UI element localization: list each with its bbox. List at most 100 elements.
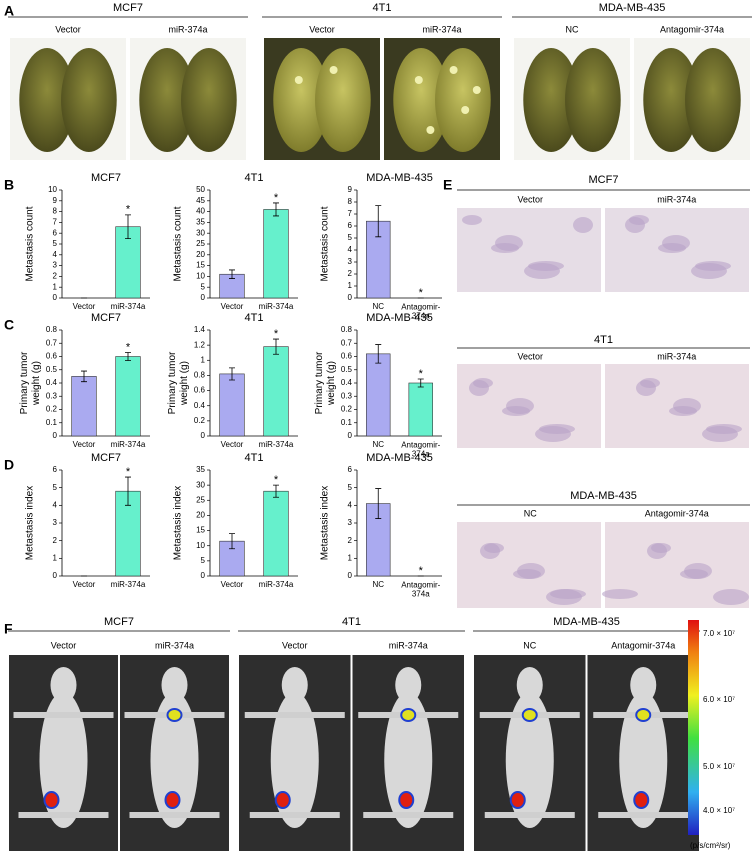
y-tick-label: 0.4 [46, 378, 58, 387]
error-bar [273, 202, 279, 217]
y-tick-label: 0 [348, 571, 353, 580]
mouse-head [161, 667, 188, 703]
y-tick-label: 35 [196, 465, 205, 474]
nodule [461, 106, 470, 114]
lung-lobe [61, 48, 117, 152]
y-tick-label: 5 [348, 483, 353, 492]
image-label: miR-374a [389, 640, 428, 650]
x-tick-label: Vector [73, 580, 96, 589]
tissue-region [658, 243, 686, 253]
bar [366, 353, 391, 437]
y-tick-label: 5 [53, 483, 58, 492]
tissue-region [535, 426, 571, 442]
lung-lobe [523, 48, 579, 152]
signal [635, 708, 652, 722]
image-label: Vector [51, 640, 77, 650]
y-tick-label: 5 [348, 233, 353, 242]
x-tick-label: Antagomir-374a [401, 303, 440, 321]
y-tick-label: 0.2 [194, 416, 206, 425]
y-tick-label: 10 [196, 272, 205, 281]
significance-star: * [274, 328, 279, 340]
y-tick-label: 5 [201, 556, 206, 565]
signal [521, 708, 538, 722]
y-tick-label: 2 [53, 272, 58, 281]
colorbar-label: 4.0 × 10⁷ [703, 806, 735, 815]
y-tick-label: 35 [196, 218, 205, 227]
nodule [329, 66, 338, 74]
y-axis-label: Primary tumorweight (g) [314, 351, 337, 414]
image-label: miR-374a [657, 194, 696, 204]
y-tick-label: 1 [348, 553, 353, 562]
y-tick-label: 2 [348, 269, 353, 278]
chart-title: 4T1 [245, 312, 264, 324]
x-tick-label: miR-374a [111, 580, 146, 589]
bar [115, 356, 141, 437]
y-tick-label: 0.7 [341, 338, 353, 347]
nodule [294, 76, 303, 84]
y-tick-label: 0.5 [341, 365, 353, 374]
mouse-body [150, 692, 199, 828]
chart-title: 4T1 [245, 452, 264, 464]
error-bar [125, 214, 131, 239]
y-tick-label: 5 [201, 282, 206, 291]
y-tick-label: 0.1 [46, 418, 58, 427]
image-label: Antagomir-374a [611, 640, 675, 650]
lung-lobe [435, 48, 491, 152]
error-bar [375, 344, 382, 364]
signal [398, 791, 415, 809]
tissue-region [625, 217, 645, 233]
group-title: MCF7 [589, 174, 619, 186]
y-tick-label: 0.2 [341, 405, 353, 414]
error-bar [375, 205, 382, 238]
colorbar-unit: (p/s/cm²/sr) [690, 841, 731, 850]
tissue-region [680, 569, 708, 579]
mouse-body [619, 692, 668, 828]
y-tick-label: 4 [53, 500, 58, 509]
signal [164, 791, 181, 809]
x-tick-label: miR-374a [259, 440, 294, 449]
y-tick-label: 4 [348, 500, 353, 509]
mouse-head [50, 667, 77, 703]
tissue-region [702, 426, 738, 442]
chart-title: MCF7 [91, 312, 121, 324]
y-axis-label: Metastasis count [25, 206, 36, 281]
image-label: Vector [517, 351, 543, 361]
y-tick-label: 0.8 [341, 325, 353, 334]
y-tick-label: 1 [53, 282, 58, 291]
mouse-body [384, 692, 433, 828]
y-tick-label: 0 [348, 293, 353, 302]
group-title: MCF7 [104, 616, 134, 628]
mouse-head [281, 667, 308, 703]
y-tick-label: 0.6 [46, 352, 58, 361]
chart-title: MDA-MB-435 [366, 452, 433, 464]
y-tick-label: 6 [53, 465, 58, 474]
y-tick-label: 8 [348, 197, 353, 206]
tissue-region [513, 569, 541, 579]
x-tick-label: Vector [73, 440, 96, 449]
image-label: NC [523, 640, 536, 650]
y-tick-label: 1 [201, 355, 206, 364]
tissue-region [691, 263, 727, 279]
y-tick-label: 3 [53, 261, 58, 270]
significance-star: * [274, 474, 279, 486]
y-tick-label: 0.3 [341, 391, 353, 400]
panel-letter: C [4, 317, 14, 333]
significance-star: * [419, 287, 424, 299]
y-tick-label: 8 [53, 207, 58, 216]
y-tick-label: 6 [348, 221, 353, 230]
y-tick-label: 10 [48, 185, 57, 194]
error-bar [229, 367, 235, 381]
x-tick-label: Vector [221, 440, 244, 449]
bar [263, 346, 289, 437]
y-tick-label: 3 [53, 518, 58, 527]
group-title: 4T1 [594, 334, 613, 346]
signal [509, 791, 526, 809]
bar [263, 490, 289, 577]
error-bar [125, 476, 131, 506]
y-tick-label: 0.8 [46, 325, 58, 334]
y-tick-label: 0 [201, 293, 206, 302]
tissue-region [502, 406, 530, 416]
bar [263, 209, 289, 299]
y-tick-label: 0 [53, 431, 58, 440]
y-tick-label: 5 [53, 239, 58, 248]
